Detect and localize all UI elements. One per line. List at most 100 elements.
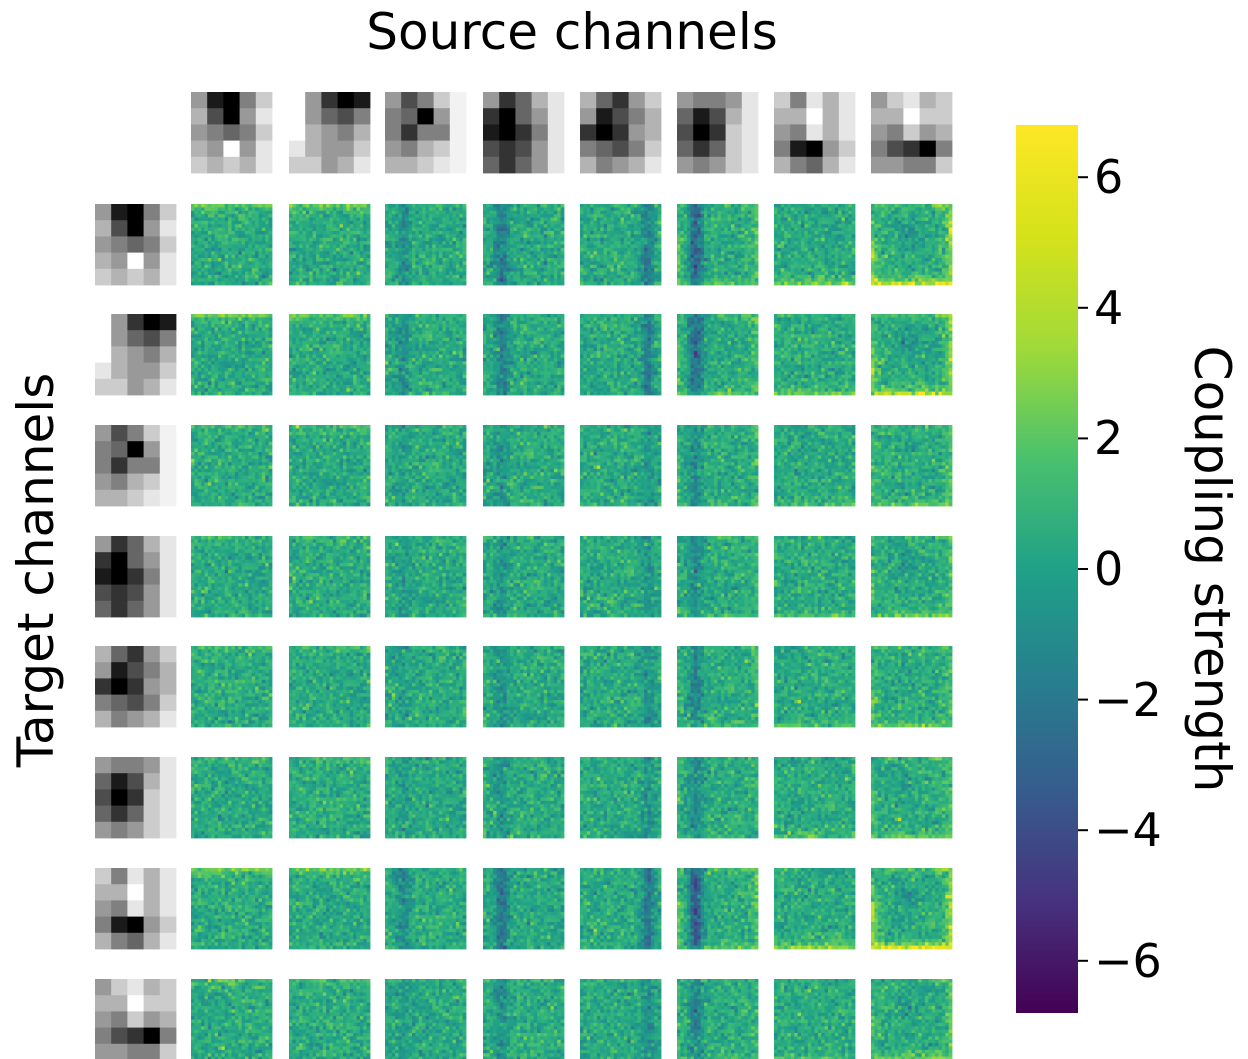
heatmap-cell	[208, 221, 212, 225]
heatmap-cell	[211, 241, 215, 245]
heatmap-cell	[211, 221, 215, 225]
heatmap-cell	[232, 275, 236, 279]
heatmap-cell	[191, 241, 195, 245]
heatmap-cell	[208, 272, 212, 276]
heatmap-cell	[208, 255, 212, 259]
heatmap-cell	[262, 238, 266, 242]
heatmap-cell	[252, 221, 256, 225]
heatmap-cell	[255, 204, 259, 208]
heatmap-cell	[248, 231, 252, 235]
heatmap-cell	[242, 255, 246, 259]
heatmap-cell	[201, 214, 205, 218]
heatmap-cell	[235, 207, 239, 211]
heatmap-cell	[299, 207, 303, 211]
heatmap-cell	[221, 234, 225, 238]
heatmap-cell	[215, 238, 219, 242]
heatmap-cell	[218, 224, 222, 228]
heatmap-cell	[232, 282, 236, 286]
heatmap-cell	[228, 275, 232, 279]
heatmap-cell	[221, 204, 225, 208]
heatmap-cell	[319, 211, 323, 215]
heatmap-cell	[211, 265, 215, 269]
heatmap-cell	[323, 211, 327, 215]
heatmap-cell	[221, 265, 225, 269]
heatmap-cell	[259, 245, 263, 249]
heatmap-cell	[211, 214, 215, 218]
heatmap-cell	[255, 268, 259, 272]
heatmap-cell	[340, 211, 344, 215]
heatmap-cell	[255, 207, 259, 211]
heatmap-cell	[221, 245, 225, 249]
heatmap-cell	[252, 272, 256, 276]
heatmap-cell	[245, 234, 249, 238]
heatmap-cell	[191, 261, 195, 265]
heatmap-cell	[269, 204, 273, 208]
heatmap-cell	[205, 228, 209, 232]
heatmap-cell	[228, 251, 232, 255]
heatmap-cell	[245, 261, 249, 265]
heatmap-cell	[248, 275, 252, 279]
heatmap-cell	[201, 248, 205, 252]
heatmap-cell	[265, 221, 269, 225]
heatmap-cell	[262, 241, 266, 245]
heatmap-cell	[255, 275, 259, 279]
heatmap-cell	[248, 234, 252, 238]
heatmap-cell	[238, 234, 242, 238]
heatmap-cell	[232, 248, 236, 252]
heatmap-cell	[245, 221, 249, 225]
heatmap-cell	[228, 214, 232, 218]
heatmap-cell	[205, 248, 209, 252]
heatmap-cell	[262, 207, 266, 211]
heatmap-cell	[248, 224, 252, 228]
heatmap-cell	[248, 221, 252, 225]
heatmap-cell	[201, 275, 205, 279]
heatmap-cell	[225, 255, 229, 259]
heatmap-cell	[245, 207, 249, 211]
heatmap-cell	[363, 214, 367, 218]
heatmap-cell	[296, 204, 300, 208]
heatmap-cell	[201, 211, 205, 215]
heatmap-cell	[205, 241, 209, 245]
heatmap-cell	[191, 238, 195, 242]
heatmap-cell	[340, 218, 344, 222]
heatmap-cell	[323, 214, 327, 218]
heatmap-cell	[191, 278, 195, 282]
heatmap-cell	[215, 275, 219, 279]
heatmap-cell	[350, 207, 354, 211]
heatmap-cell	[262, 278, 266, 282]
heatmap-cell	[242, 224, 246, 228]
heatmap-cell	[259, 211, 263, 215]
heatmap-cell	[221, 221, 225, 225]
heatmap-cell	[248, 241, 252, 245]
heatmap-cell	[215, 224, 219, 228]
heatmap-cell	[208, 214, 212, 218]
heatmap-cell	[221, 224, 225, 228]
heatmap-cell	[299, 221, 303, 225]
heatmap-cell	[265, 275, 269, 279]
heatmap-cell	[194, 224, 198, 228]
heatmap-cell	[269, 278, 273, 282]
heatmap-cell	[296, 214, 300, 218]
heatmap-cell	[248, 207, 252, 211]
heatmap-cell	[218, 251, 222, 255]
heatmap-cell	[198, 204, 202, 208]
heatmap-cell	[323, 207, 327, 211]
heatmap-cell	[235, 204, 239, 208]
heatmap-cell	[259, 258, 263, 262]
coupling-map-t1-s2	[289, 204, 370, 285]
heatmap-cell	[252, 245, 256, 249]
heatmap-cell	[248, 228, 252, 232]
heatmap-cell	[265, 255, 269, 259]
heatmap-cell	[194, 255, 198, 259]
heatmap-cell	[262, 282, 266, 286]
heatmap-cell	[218, 211, 222, 215]
heatmap-cell	[201, 268, 205, 272]
heatmap-cell	[232, 224, 236, 228]
heatmap-cell	[225, 207, 229, 211]
heatmap-cell	[218, 261, 222, 265]
heatmap-cell	[262, 224, 266, 228]
heatmap-cell	[211, 245, 215, 249]
heatmap-cell	[245, 228, 249, 232]
heatmap-cell	[303, 207, 307, 211]
heatmap-cell	[228, 207, 232, 211]
